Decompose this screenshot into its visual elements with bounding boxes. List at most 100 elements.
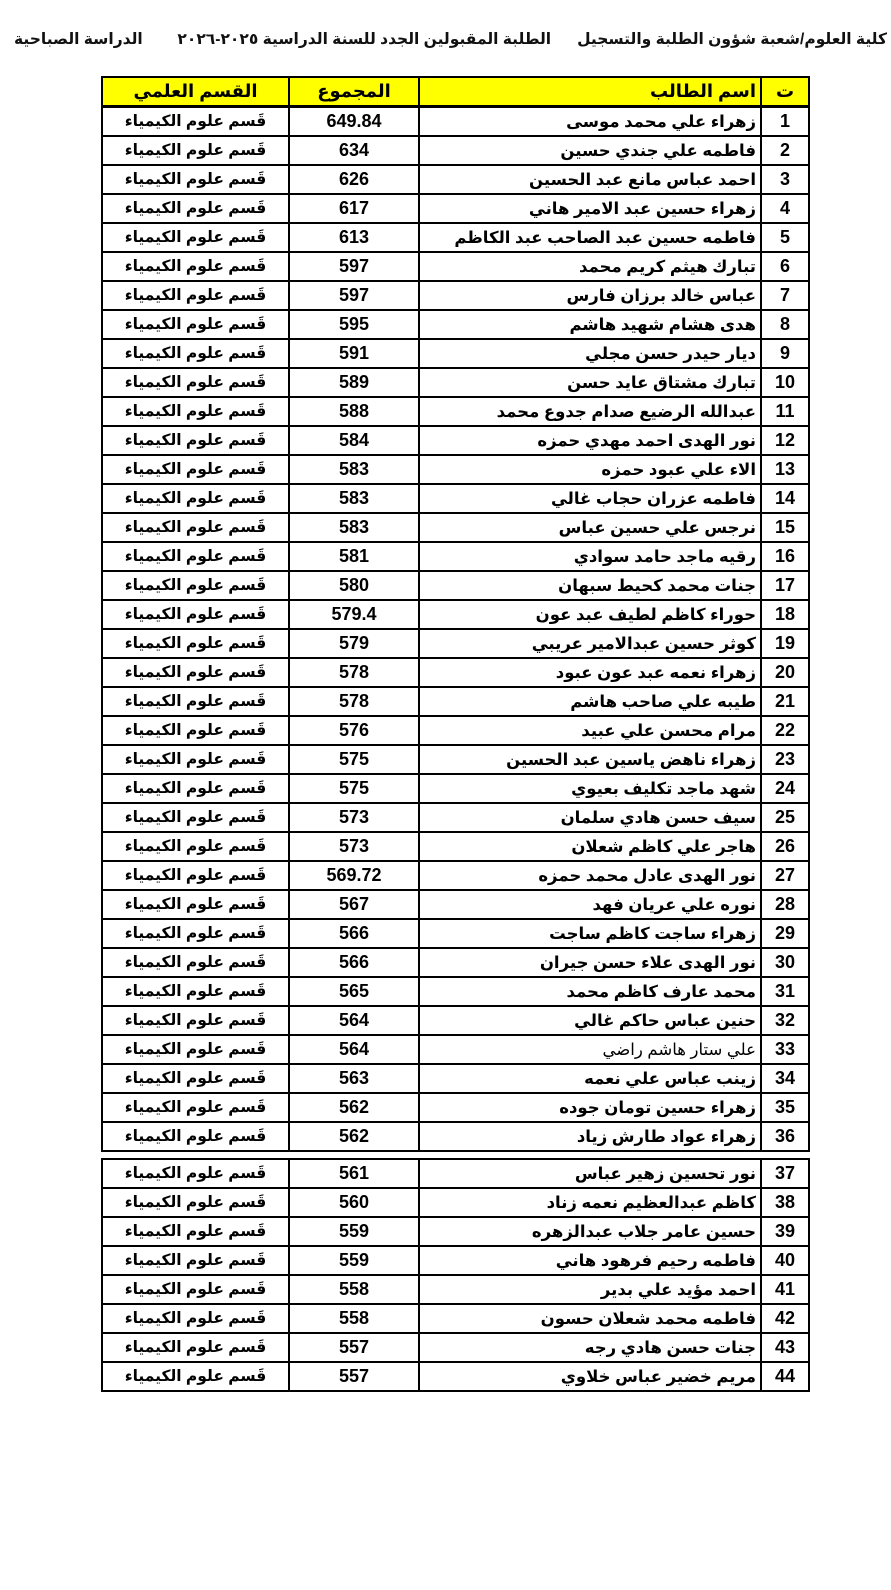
index-cell: 34 <box>760 1063 810 1094</box>
department-cell: قَسم علوم الكيمياء <box>101 1303 290 1334</box>
index-cell: 13 <box>760 454 810 485</box>
student-name-cell: نوره علي عريان فهد <box>418 889 762 920</box>
student-name-cell: نور الهدى احمد مهدي حمزه <box>418 425 762 456</box>
student-name-cell: نور الهدى عادل محمد حمزه <box>418 860 762 891</box>
table-row: 8 هدى هشام شهيد هاشم 595 قَسم علوم الكيمياء <box>101 309 810 340</box>
department-cell: قَسم علوم الكيمياء <box>101 367 290 398</box>
index-cell: 38 <box>760 1187 810 1218</box>
table-row: 19 كوثر حسين عبدالامير عريبي 579 قَسم علوم … <box>101 628 810 659</box>
table-row: 9 ديار حيدر حسن مجلي 591 قَسم علوم الكيمياء <box>101 338 810 369</box>
students-table-block-1: ت اسم الطالب المجموع القسم العلمي 1 زهراء… <box>101 76 810 1152</box>
table-row: 2 فاطمه علي جندي حسين 634 قَسم علوم الكيميا… <box>101 135 810 166</box>
table-row: 15 نرجس علي حسين عباس 583 قَسم علوم الكيميا… <box>101 512 810 543</box>
student-name-cell: فاطمه محمد شعلان حسون <box>418 1303 762 1334</box>
table-row: 43 جنات حسن هادي رجه 557 قَسم علوم الكيمياء <box>101 1332 810 1363</box>
department-cell: قَسم علوم الكيمياء <box>101 1187 290 1218</box>
student-name-cell: محمد عارف كاظم محمد <box>418 976 762 1007</box>
index-cell: 43 <box>760 1332 810 1363</box>
department-cell: قَسم علوم الكيمياء <box>101 657 290 688</box>
total-cell: 589 <box>288 367 420 398</box>
department-cell: قَسم علوم الكيمياء <box>101 1121 290 1152</box>
index-cell: 14 <box>760 483 810 514</box>
index-cell: 4 <box>760 193 810 224</box>
index-cell: 19 <box>760 628 810 659</box>
index-cell: 40 <box>760 1245 810 1276</box>
department-cell: قَسم علوم الكيمياء <box>101 744 290 775</box>
table-row: 12 نور الهدى احمد مهدي حمزه 584 قَسم علوم ا… <box>101 425 810 456</box>
table-row: 38 كاظم عبدالعظيم نعمه زناد 560 قَسم علوم ا… <box>101 1187 810 1218</box>
student-name-cell: مرام محسن علي عبيد <box>418 715 762 746</box>
table-row: 37 نور تحسين زهير عباس 561 قَسم علوم الكيمي… <box>101 1158 810 1189</box>
index-cell: 42 <box>760 1303 810 1334</box>
index-cell: 32 <box>760 1005 810 1036</box>
total-cell: 649.84 <box>288 105 420 137</box>
department-cell: قَسم علوم الكيمياء <box>101 1063 290 1094</box>
department-cell: قَسم علوم الكيمياء <box>101 338 290 369</box>
total-cell: 560 <box>288 1187 420 1218</box>
index-cell: 9 <box>760 338 810 369</box>
table-row: 18 حوراء كاظم لطيف عبد عون 579.4 قَسم علوم … <box>101 599 810 630</box>
table-row: 39 حسين عامر جلاب عبدالزهره 559 قَسم علوم ا… <box>101 1216 810 1247</box>
table-row: 32 حنين عباس حاكم غالي 564 قَسم علوم الكيمي… <box>101 1005 810 1036</box>
student-name-cell: حسين عامر جلاب عبدالزهره <box>418 1216 762 1247</box>
total-cell: 583 <box>288 454 420 485</box>
table-row: 20 زهراء نعمه عبد عون عبود 578 قَسم علوم ال… <box>101 657 810 688</box>
table-header-row: ت اسم الطالب المجموع القسم العلمي <box>101 76 810 108</box>
total-cell: 613 <box>288 222 420 253</box>
index-cell: 5 <box>760 222 810 253</box>
table-row: 33 علي ستار هاشم راضي 564 قَسم علوم الكيميا… <box>101 1034 810 1065</box>
table-row: 11 عبدالله الرضيع صدام جدوع محمد 588 قَسم ع… <box>101 396 810 427</box>
total-cell: 575 <box>288 744 420 775</box>
page-header: كلية العلوم/شعبة شؤون الطلبة والتسجيل الط… <box>0 0 891 49</box>
total-cell: 559 <box>288 1245 420 1276</box>
index-cell: 26 <box>760 831 810 862</box>
department-cell: قَسم علوم الكيمياء <box>101 715 290 746</box>
total-cell: 557 <box>288 1332 420 1363</box>
department-cell: قَسم علوم الكيمياء <box>101 773 290 804</box>
department-cell: قَسم علوم الكيمياء <box>101 454 290 485</box>
table-row: 25 سيف حسن هادي سلمان 573 قَسم علوم الكيميا… <box>101 802 810 833</box>
table-row: 10 تبارك مشتاق عايد حسن 589 قَسم علوم الكيم… <box>101 367 810 398</box>
total-cell: 558 <box>288 1303 420 1334</box>
department-cell: قَسم علوم الكيمياء <box>101 1361 290 1392</box>
total-cell: 558 <box>288 1274 420 1305</box>
department-cell: قَسم علوم الكيمياء <box>101 280 290 311</box>
department-cell: قَسم علوم الكيمياء <box>101 309 290 340</box>
department-cell: قَسم علوم الكيمياء <box>101 889 290 920</box>
department-cell: قَسم علوم الكيمياء <box>101 425 290 456</box>
college-line: كلية العلوم/شعبة شؤون الطلبة والتسجيل <box>577 31 887 48</box>
department-cell: قَسم علوم الكيمياء <box>101 686 290 717</box>
total-cell: 564 <box>288 1034 420 1065</box>
total-cell: 579 <box>288 628 420 659</box>
column-header-student-name: اسم الطالب <box>418 76 762 108</box>
department-cell: قَسم علوم الكيمياء <box>101 860 290 891</box>
index-cell: 16 <box>760 541 810 572</box>
total-cell: 617 <box>288 193 420 224</box>
department-cell: قَسم علوم الكيمياء <box>101 947 290 978</box>
department-cell: قَسم علوم الكيمياء <box>101 1005 290 1036</box>
student-name-cell: جنات حسن هادي رجه <box>418 1332 762 1363</box>
total-cell: 591 <box>288 338 420 369</box>
index-cell: 10 <box>760 367 810 398</box>
department-cell: قَسم علوم الكيمياء <box>101 1274 290 1305</box>
department-cell: قَسم علوم الكيمياء <box>101 222 290 253</box>
student-name-cell: عبدالله الرضيع صدام جدوع محمد <box>418 396 762 427</box>
index-cell: 11 <box>760 396 810 427</box>
department-cell: قَسم علوم الكيمياء <box>101 599 290 630</box>
student-name-cell: زهراء حسين عبد الامير هاني <box>418 193 762 224</box>
table-row: 22 مرام محسن علي عبيد 576 قَسم علوم الكيميا… <box>101 715 810 746</box>
department-cell: قَسم علوم الكيمياء <box>101 483 290 514</box>
index-cell: 20 <box>760 657 810 688</box>
student-name-cell: فاطمه رحيم فرهود هاني <box>418 1245 762 1276</box>
total-cell: 562 <box>288 1121 420 1152</box>
department-cell: قَسم علوم الكيمياء <box>101 105 290 137</box>
total-cell: 581 <box>288 541 420 572</box>
total-cell: 557 <box>288 1361 420 1392</box>
student-name-cell: زهراء حسين تومان جوده <box>418 1092 762 1123</box>
index-cell: 6 <box>760 251 810 282</box>
table-row: 30 نور الهدى علاء حسن جيران 566 قَسم علوم ا… <box>101 947 810 978</box>
student-name-cell: جنات محمد كحيط سبهان <box>418 570 762 601</box>
student-name-cell: زهراء نعمه عبد عون عبود <box>418 657 762 688</box>
column-header-index: ت <box>760 76 810 108</box>
index-cell: 21 <box>760 686 810 717</box>
